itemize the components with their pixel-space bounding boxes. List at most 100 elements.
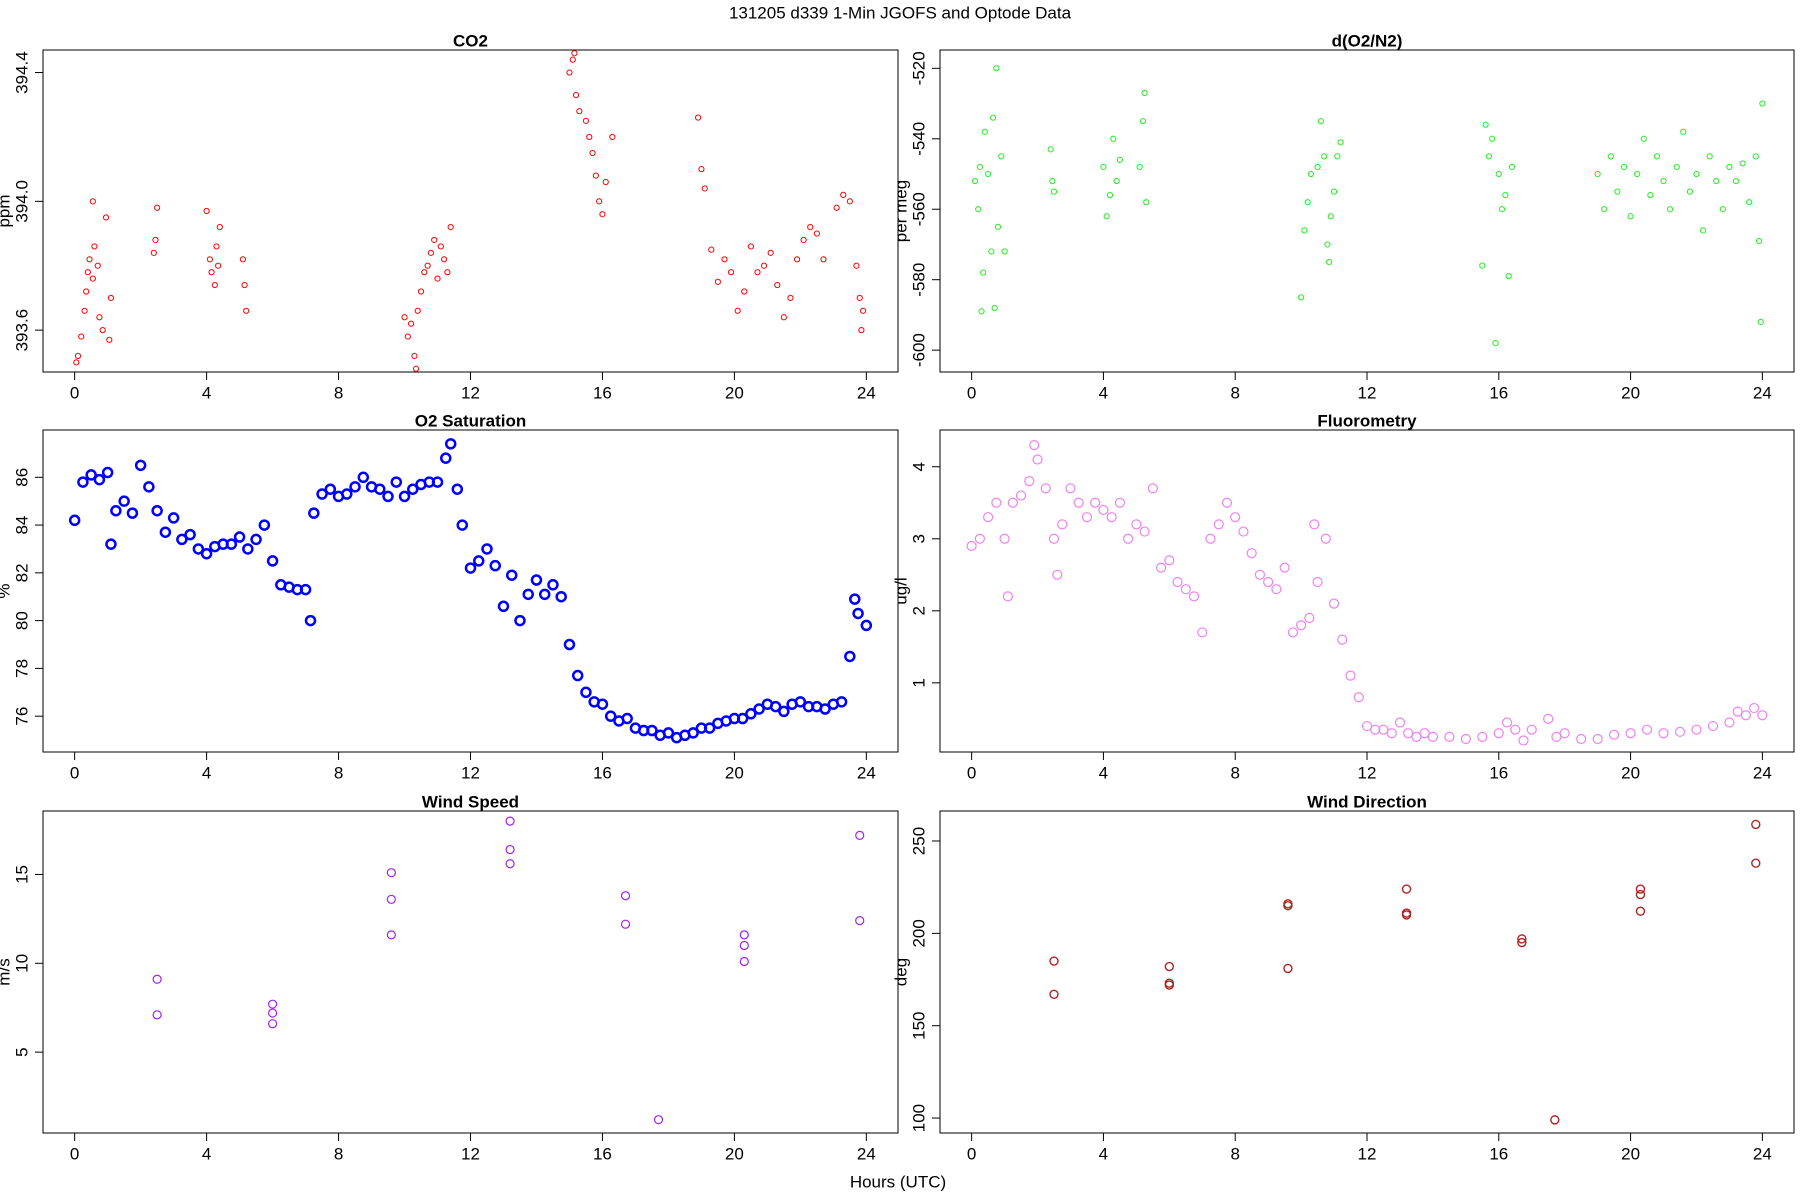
data-point	[118, 495, 130, 507]
data-point	[703, 722, 716, 734]
data-point	[74, 352, 82, 359]
data-point	[1751, 819, 1761, 830]
data-point	[1337, 139, 1344, 146]
plot-frame	[42, 429, 899, 753]
data-point	[1254, 569, 1266, 580]
x-axis-label: Hours (UTC)	[850, 1172, 946, 1191]
data-point	[1164, 980, 1175, 990]
x-tick-label: 0	[967, 763, 976, 782]
data-point	[571, 669, 584, 682]
y-tick-label: -540	[909, 122, 928, 156]
data-point	[852, 607, 864, 620]
x-tick-label: 8	[334, 383, 343, 402]
data-point	[571, 50, 578, 57]
data-point	[1081, 512, 1093, 523]
data-point	[417, 288, 425, 295]
data-point	[1658, 728, 1669, 739]
data-point	[1106, 192, 1114, 199]
data-point	[835, 696, 848, 708]
data-point	[1386, 728, 1397, 739]
y-tick-label: 3	[909, 534, 928, 543]
data-point	[1680, 128, 1687, 135]
data-point	[620, 919, 631, 929]
plot-frame	[42, 810, 899, 1134]
data-point	[1411, 731, 1422, 742]
data-point	[1155, 562, 1167, 573]
data-point	[386, 868, 396, 878]
data-point	[1048, 533, 1060, 544]
data-point	[1667, 206, 1674, 213]
data-point	[582, 117, 590, 124]
data-point	[708, 246, 715, 253]
data-point	[1141, 89, 1148, 97]
data-point	[1098, 504, 1109, 516]
data-point	[646, 724, 658, 737]
data-point	[143, 481, 155, 493]
data-point	[1298, 294, 1305, 301]
data-point	[1517, 934, 1527, 944]
x-tick-label: 16	[593, 1144, 612, 1163]
x-tick-label: 16	[1489, 763, 1508, 782]
data-point	[714, 278, 721, 285]
data-point	[1444, 731, 1455, 742]
data-point	[1647, 192, 1654, 199]
y-tick-label: 80	[12, 611, 31, 630]
data-point	[530, 574, 543, 586]
data-point	[1024, 476, 1035, 487]
data-point	[1707, 720, 1719, 732]
y-axis-label: ug/l	[891, 577, 910, 604]
data-point	[1706, 153, 1713, 160]
data-point	[794, 696, 807, 708]
x-tick-label: 12	[461, 383, 480, 402]
x-tick-label: 12	[1358, 1144, 1377, 1163]
data-point	[1131, 519, 1142, 530]
data-point	[974, 533, 985, 544]
y-tick-label: 5	[12, 1047, 31, 1056]
y-tick-label: 10	[12, 954, 31, 973]
data-point	[1049, 956, 1059, 966]
data-point	[1334, 153, 1341, 160]
data-point	[1740, 710, 1751, 721]
plot-frame	[42, 49, 899, 373]
data-point	[576, 108, 583, 115]
data-point	[1732, 177, 1740, 185]
data-point	[414, 307, 421, 314]
data-point	[1751, 858, 1761, 868]
data-point	[390, 476, 403, 488]
data-point	[1353, 692, 1364, 703]
data-point	[855, 916, 865, 926]
data-point	[1674, 726, 1686, 737]
data-point	[78, 333, 85, 340]
data-point	[621, 712, 633, 725]
data-point	[971, 177, 979, 185]
data-point	[1164, 961, 1175, 972]
data-point	[106, 336, 113, 343]
y-tick-label: 15	[12, 865, 31, 884]
y-tick-label: 82	[12, 563, 31, 582]
data-point	[1320, 533, 1331, 544]
y-tick-label: -520	[909, 51, 928, 85]
y-tick-label: 394.4	[12, 51, 31, 94]
y-tick-label: 2	[909, 606, 928, 615]
data-point	[1052, 569, 1063, 580]
data-point	[1139, 526, 1150, 537]
x-tick-label: 4	[1099, 763, 1108, 782]
y-tick-label: 4	[909, 462, 928, 471]
y-tick-label: -600	[909, 333, 928, 367]
panel-title: Wind Direction	[1307, 792, 1427, 811]
data-point	[1113, 177, 1120, 185]
data-point	[547, 579, 559, 591]
data-point	[489, 559, 501, 572]
x-tick-label: 16	[593, 763, 612, 782]
x-tick-label: 16	[593, 383, 612, 402]
data-point	[1296, 620, 1307, 631]
data-point	[853, 262, 860, 269]
data-point	[1328, 598, 1340, 609]
data-point	[769, 700, 782, 713]
x-tick-label: 8	[1230, 763, 1239, 782]
data-point	[1106, 512, 1117, 523]
data-point	[994, 223, 1002, 230]
data-point	[1205, 533, 1216, 544]
data-point	[206, 256, 214, 263]
data-point	[840, 191, 847, 198]
